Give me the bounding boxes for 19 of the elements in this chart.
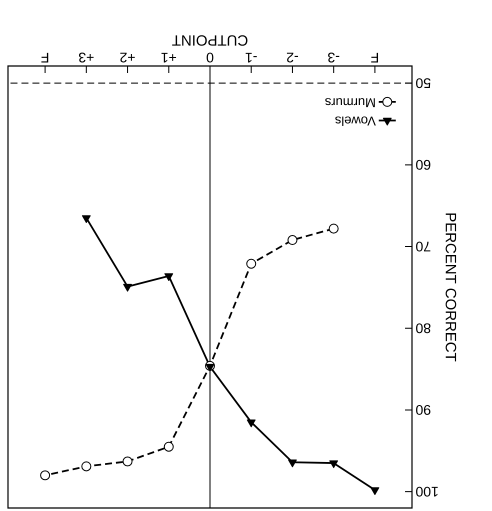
y-tick-label: 80 [416,323,430,334]
y-axis-title: PERCENT CORRECT [446,213,456,362]
legend-label: Vowels [335,116,376,126]
x-axis-title: CUTPOINT [172,35,248,46]
x-tick-label: F [41,52,48,62]
x-tick-label: -1 [246,52,257,62]
x-tick-label: -3 [328,52,340,62]
y-tick-label: 100 [416,486,438,497]
y-tick-label: 60 [416,160,430,170]
x-tick-label: F [371,52,378,62]
x-tick-label: -2 [286,52,298,62]
y-tick-label: 90 [416,405,430,415]
x-tick-label: 0 [206,52,214,62]
x-tick-label: +3 [78,52,94,62]
x-tick-label: +2 [120,52,135,62]
y-tick-label: 50 [416,78,430,88]
y-tick-label: 70 [416,242,430,252]
legend-label: Murmurs [325,98,375,108]
x-tick-label: +1 [162,52,176,62]
